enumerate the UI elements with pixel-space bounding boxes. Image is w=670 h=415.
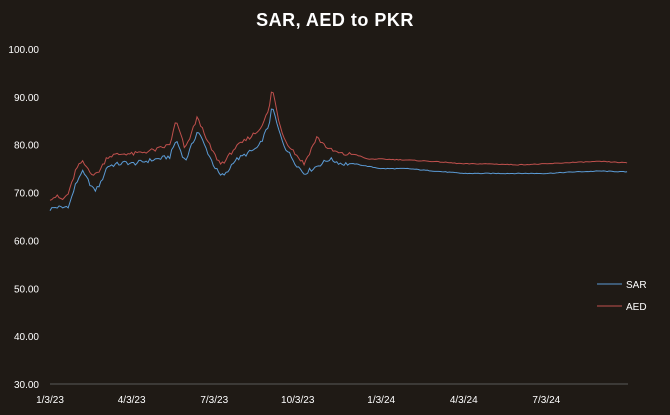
series-line-aed <box>49 91 628 201</box>
y-tick-label: 70.00 <box>14 189 39 200</box>
y-tick-label: 60.00 <box>14 236 39 247</box>
series-line-sar <box>49 108 628 211</box>
legend-label-sar: SAR <box>626 280 647 291</box>
x-tick-label: 4/3/23 <box>118 395 146 406</box>
y-tick-label: 40.00 <box>14 332 39 343</box>
x-tick-label: 10/3/23 <box>281 395 315 406</box>
x-tick-label: 1/3/23 <box>36 395 64 406</box>
chart-title: SAR, AED to PKR <box>256 10 414 30</box>
legend-label-aed: AED <box>626 302 647 313</box>
y-tick-label: 30.00 <box>14 380 39 391</box>
y-tick-label: 50.00 <box>14 284 39 295</box>
x-tick-label: 7/3/23 <box>200 395 228 406</box>
x-tick-label: 4/3/24 <box>450 395 478 406</box>
y-tick-label: 80.00 <box>14 141 39 152</box>
y-tick-label: 90.00 <box>14 93 39 104</box>
x-tick-label: 1/3/24 <box>367 395 395 406</box>
y-tick-label: 100.00 <box>8 45 39 56</box>
x-tick-label: 7/3/24 <box>532 395 560 406</box>
